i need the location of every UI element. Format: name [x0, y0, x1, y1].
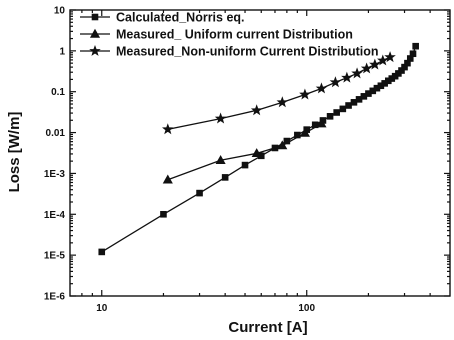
legend-label: Measured_ Uniform current Distribution	[116, 28, 353, 42]
data-point-star	[351, 67, 363, 79]
data-point-star	[384, 51, 396, 63]
y-tick-label: 10	[54, 6, 66, 17]
data-point-square	[345, 102, 352, 109]
data-point-star	[315, 82, 328, 94]
data-point-square	[160, 210, 167, 218]
data-point-star	[341, 71, 353, 83]
data-point-star	[276, 96, 289, 108]
series-triangle	[162, 118, 327, 184]
plot-frame	[69, 9, 451, 297]
data-point-square	[333, 109, 340, 116]
data-point-square	[412, 42, 419, 50]
data-point-triangle	[316, 118, 327, 128]
data-point-triangle	[277, 140, 288, 150]
x-tick-label: 100	[298, 303, 315, 314]
series-line	[101, 45, 417, 253]
data-point-square	[98, 248, 106, 256]
y-tick-label: 0.01	[46, 128, 66, 139]
axes: 10 1 0.1 0.01 1E-3 1E-4 1E-5 1E-6 10 100	[44, 6, 451, 314]
series-line	[167, 56, 391, 130]
y-tick-label: 1E-6	[44, 292, 66, 303]
legend-marker-star	[89, 44, 101, 56]
series-square	[98, 42, 419, 256]
y-tick-label: 1	[59, 46, 65, 57]
data-point-triangle	[215, 155, 226, 164]
data-point-square	[241, 161, 249, 169]
y-tick-label: 1E-4	[44, 210, 66, 221]
data-point-square	[221, 174, 229, 181]
data-point-star	[369, 58, 381, 70]
data-point-square	[409, 50, 417, 58]
x-axis-title: Current [A]	[228, 319, 307, 336]
legend-marker-triangle	[89, 28, 101, 38]
data-point-square	[326, 113, 334, 120]
y-tick-label: 1E-5	[44, 251, 66, 262]
series-line	[167, 123, 322, 181]
y-axis-title: Loss [W/m]	[6, 112, 23, 193]
legend-marker-square	[91, 13, 99, 21]
series-star	[162, 51, 396, 135]
data-point-star	[250, 104, 263, 116]
y-tick-label: 1E-3	[44, 169, 66, 180]
data-point-star	[329, 76, 342, 88]
data-point-square	[196, 189, 203, 197]
data-point-triangle	[251, 148, 262, 158]
y-tick-label: 0.1	[51, 87, 65, 98]
data-point-triangle	[162, 174, 173, 184]
data-point-star	[360, 62, 373, 74]
data-point-star	[299, 88, 311, 100]
data-point-star	[377, 54, 389, 66]
legend-label: Measured_Non-uniform Current Distributio…	[116, 45, 379, 59]
series-layer	[98, 42, 419, 256]
data-point-square	[339, 105, 347, 113]
legend-label: Calculated_Norris eq.	[116, 11, 245, 25]
data-point-star	[214, 112, 227, 124]
legend: Calculated_Norris eq. Measured_ Uniform c…	[80, 11, 379, 59]
data-point-triangle	[299, 127, 310, 137]
data-point-star	[162, 123, 174, 135]
x-tick-label: 10	[96, 303, 108, 314]
